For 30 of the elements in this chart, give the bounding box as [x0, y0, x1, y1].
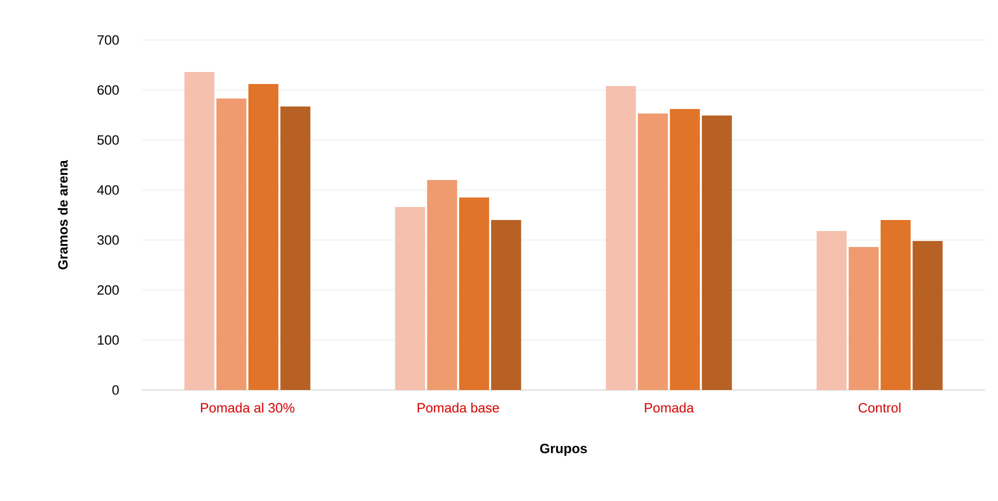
- y-tick-label: 100: [98, 335, 119, 345]
- bar: [459, 198, 490, 390]
- bar: [638, 114, 668, 390]
- bar: [184, 72, 214, 390]
- y-tick-label: 700: [98, 35, 119, 45]
- bar: [816, 231, 847, 390]
- x-tick-label: Pomada base: [418, 402, 500, 413]
- x-tick-label: Pomada al 30%: [201, 402, 294, 413]
- bar: [880, 220, 911, 390]
- x-tick-label: Pomada: [644, 402, 694, 413]
- bar: [248, 84, 278, 390]
- bar: [280, 106, 310, 390]
- y-tick-label: 600: [98, 85, 119, 95]
- y-tick-label: 300: [97, 235, 119, 245]
- bar: [606, 86, 636, 390]
- bar: [848, 247, 879, 390]
- bar: [216, 98, 246, 390]
- bar: [670, 109, 700, 390]
- bar: [491, 220, 522, 390]
- y-tick-label: 200: [98, 285, 119, 295]
- x-axis-title: Grupos: [540, 444, 587, 456]
- bar: [912, 241, 943, 390]
- y-tick-label: 400: [97, 185, 119, 195]
- y-tick-label: 500: [97, 135, 119, 145]
- bar: [427, 180, 458, 390]
- bar: [395, 207, 426, 390]
- x-tick-label: Control: [858, 402, 900, 413]
- y-axis-title: Gramos de arena: [58, 160, 68, 270]
- y-tick-label: 0: [112, 385, 119, 395]
- bar: [702, 116, 732, 390]
